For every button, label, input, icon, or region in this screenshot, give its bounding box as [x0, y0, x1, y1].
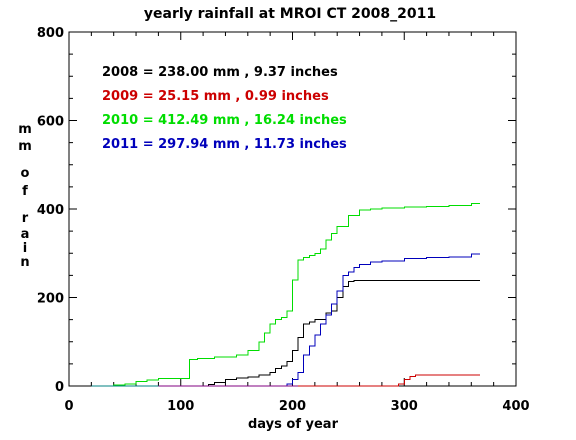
- series-line-2008: [91, 280, 481, 387]
- series-annotations: 2008 = 238.00 mm , 9.37 inches 2009 = 25.…: [102, 65, 347, 152]
- y-label-char: m: [18, 139, 32, 154]
- annotation-2008: 2008 = 238.00 mm , 9.37 inches: [102, 65, 338, 80]
- annotation-2011: 2011 = 297.94 mm , 11.73 inches: [102, 137, 347, 152]
- plot-frame: [68, 31, 517, 387]
- y-tick-label: 600: [37, 115, 64, 130]
- annotation-2010: 2010 = 412.49 mm , 16.24 inches: [102, 113, 347, 128]
- y-tick-label: 200: [37, 292, 64, 307]
- x-tick-label: 100: [167, 399, 194, 414]
- y-tick-label: 0: [55, 380, 64, 395]
- y-tick-label: 800: [37, 26, 64, 41]
- y-label-char: o: [21, 166, 30, 181]
- y-label-char: m: [18, 122, 32, 137]
- tick-labels: 0 100 200 300 400 0 200 400 600 800: [37, 26, 530, 414]
- chart-title: yearly rainfall at MROI CT 2008_2011: [144, 6, 436, 22]
- y-label-char: i: [23, 241, 27, 256]
- series-line-2010: [91, 203, 481, 387]
- axis-ticks: [68, 31, 517, 387]
- y-label-char: n: [20, 255, 29, 270]
- y-label-char: r: [22, 211, 29, 226]
- y-tick-label: 400: [37, 203, 64, 218]
- x-tick-label: 300: [391, 399, 418, 414]
- x-tick-label: 200: [279, 399, 306, 414]
- annotation-2009: 2009 = 25.15 mm , 0.99 inches: [102, 89, 329, 104]
- series-line-2011: [91, 253, 481, 387]
- series-lines: [91, 203, 481, 387]
- y-label-char: a: [21, 227, 30, 242]
- x-tick-label: 400: [502, 399, 529, 414]
- x-axis-label: days of year: [248, 417, 339, 432]
- y-label-char: f: [22, 184, 28, 199]
- series-line-2009: [91, 374, 481, 387]
- x-tick-label: 0: [64, 399, 73, 414]
